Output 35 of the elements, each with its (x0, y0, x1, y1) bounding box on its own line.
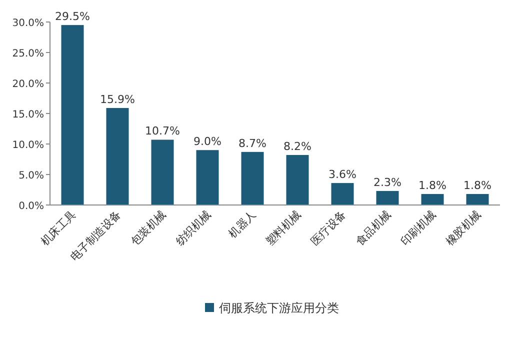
y-tick-label: 30.0% (12, 18, 44, 29)
data-label: 15.9% (100, 93, 135, 106)
data-label: 8.2% (284, 140, 312, 153)
y-tick-label: 25.0% (12, 48, 44, 60)
data-label: 10.7% (145, 124, 180, 138)
bar (151, 140, 174, 205)
bar (466, 194, 489, 205)
data-label: 9.0% (194, 135, 222, 148)
bar (331, 183, 354, 205)
data-label: 8.7% (238, 136, 266, 150)
data-label: 29.5% (55, 10, 90, 24)
data-label: 3.6% (328, 168, 356, 182)
bar (106, 108, 129, 205)
data-label: 1.8% (418, 179, 446, 192)
x-tick-label: 医疗设备 (308, 208, 349, 248)
data-label: 1.8% (464, 179, 492, 192)
data-label: 2.3% (374, 176, 402, 189)
bar (421, 194, 444, 205)
x-tick-label: 橡胶机械 (443, 208, 484, 248)
y-tick-label: 15.0% (12, 110, 44, 120)
bar (196, 150, 219, 205)
y-tick-label: 20.0% (12, 79, 44, 90)
bar (376, 190, 399, 205)
x-tick-label: 纺织机械 (173, 208, 214, 248)
x-tick-label: 食品机械 (353, 208, 394, 248)
x-tick-label: 塑料机械 (263, 208, 304, 248)
y-tick-label: 5.0% (18, 170, 44, 182)
bar (286, 154, 309, 205)
bar (61, 25, 84, 205)
x-tick-label: 机器人 (226, 208, 259, 240)
y-tick-label: 10.0% (12, 140, 44, 151)
x-tick-label: 包装机械 (128, 208, 169, 248)
bar (241, 152, 264, 205)
legend: 伺服系统下游应用分类 (205, 301, 339, 315)
x-tick-label: 印刷机械 (398, 208, 439, 248)
